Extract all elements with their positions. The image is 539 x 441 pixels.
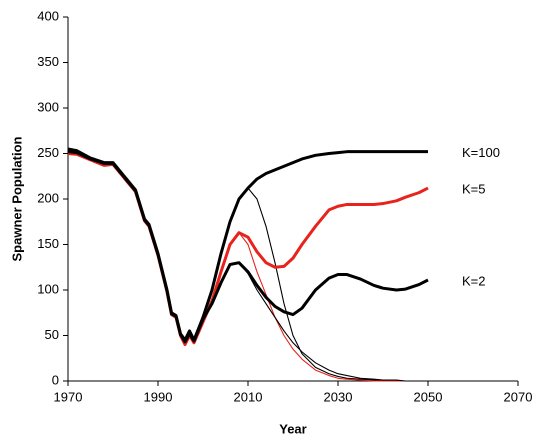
- y-tick-label: 350: [37, 54, 59, 69]
- series-line: [238, 262, 428, 382]
- series-label: K=2: [462, 273, 486, 288]
- y-tick-label: 100: [37, 281, 59, 296]
- series-line: [247, 187, 428, 382]
- y-tick-label: 50: [45, 327, 59, 342]
- series-line: [238, 232, 428, 382]
- x-tick-label: 1970: [54, 389, 83, 404]
- y-axis-title: Spawner Population: [9, 136, 24, 261]
- x-tick-label: 2050: [414, 389, 443, 404]
- y-tick-label: 300: [37, 99, 59, 114]
- series-label: K=100: [462, 145, 500, 160]
- x-tick-label: 2030: [324, 389, 353, 404]
- series-line: [67, 152, 429, 347]
- x-axis-title: Year: [279, 421, 306, 436]
- x-tick-label: 2070: [504, 389, 533, 404]
- y-tick-label: 250: [37, 145, 59, 160]
- y-tick-label: 0: [52, 372, 59, 387]
- series-label: K=5: [462, 182, 486, 197]
- y-tick-label: 150: [37, 236, 59, 251]
- series-line: [67, 150, 429, 344]
- x-tick-label: 2010: [234, 389, 263, 404]
- y-tick-label: 400: [37, 8, 59, 23]
- y-tick-label: 200: [37, 190, 59, 205]
- x-tick-label: 1990: [144, 389, 173, 404]
